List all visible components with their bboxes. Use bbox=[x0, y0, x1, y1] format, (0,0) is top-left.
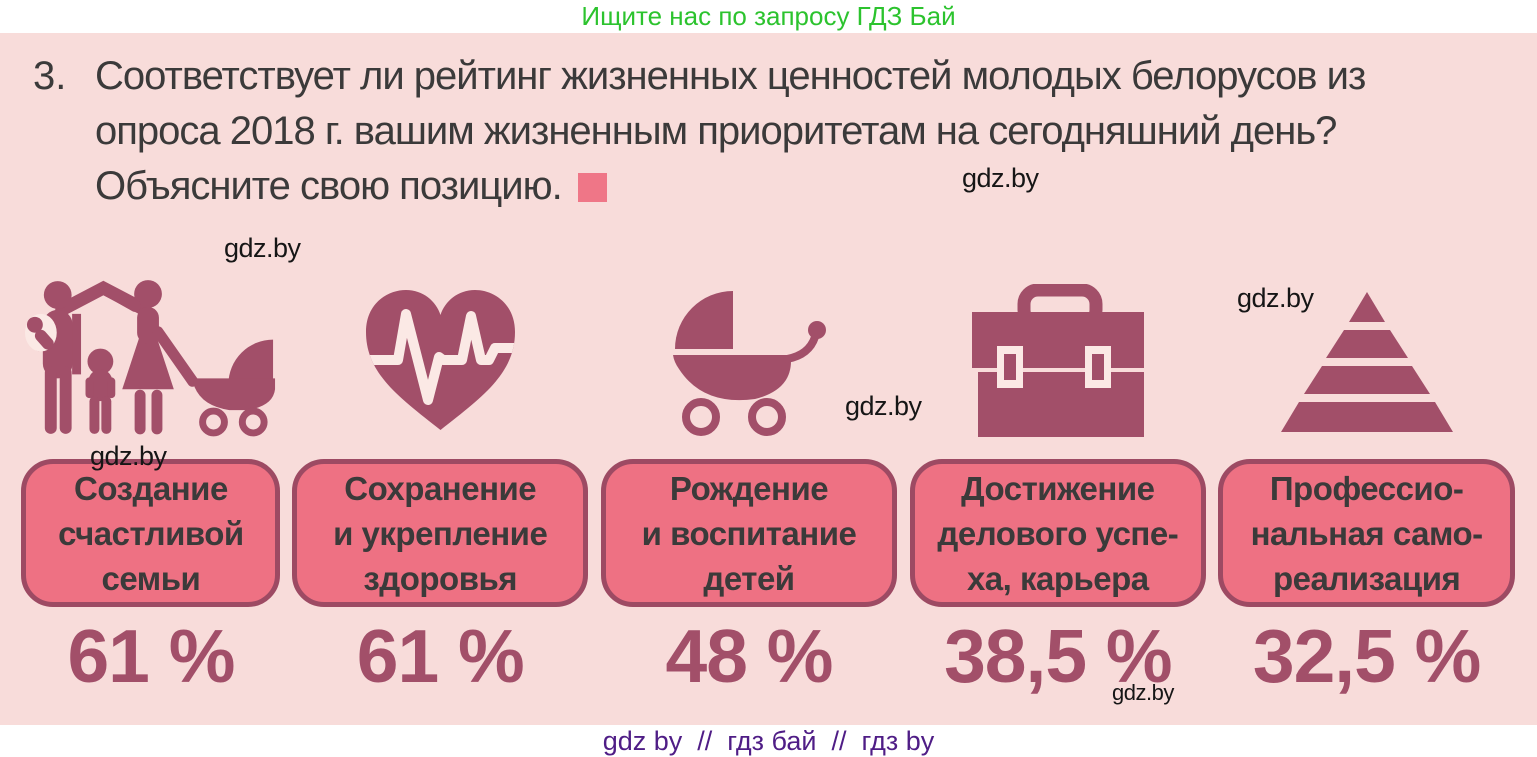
question-line-3-text: Объясните свою позицию. bbox=[95, 164, 563, 208]
value-label-box: Достижение делового успе- ха, карьера bbox=[909, 459, 1207, 607]
value-label-box: Сохранение и укрепление здоровья bbox=[292, 459, 589, 607]
watermark-text: gdz.by bbox=[224, 233, 301, 263]
promo-banner: Ищите нас по запросу ГДЗ Бай bbox=[0, 0, 1537, 33]
accent-square bbox=[577, 173, 607, 202]
value-label-line: и укрепление bbox=[333, 514, 548, 552]
briefcase-icon-svg bbox=[971, 284, 1144, 437]
value-label-box: Создание счастливой семьи bbox=[21, 459, 281, 607]
value-label-line: ха, карьера bbox=[966, 559, 1149, 597]
value-label-line: реализация bbox=[1272, 559, 1461, 597]
value-label-line: семьи bbox=[101, 559, 201, 597]
percent-value: 61 % bbox=[67, 614, 235, 698]
footer-bar: gdz by // гдз бай // гдз by bbox=[0, 725, 1537, 757]
value-label-line: здоровья bbox=[363, 559, 518, 597]
watermark-text: gdz.by bbox=[845, 391, 922, 421]
percent-value: 38,5 % bbox=[944, 614, 1172, 698]
value-column-health: Сохранение и укрепление здоровья 61 % bbox=[286, 267, 595, 697]
percent-value: 48 % bbox=[665, 614, 834, 698]
footer-text: gdz by // гдз бай // гдз by bbox=[602, 725, 935, 756]
values-infographic: Создание счастливой семьи 61 % bbox=[0, 267, 1537, 697]
value-label-line: Сохранение bbox=[344, 469, 537, 507]
value-label-line: нальная само- bbox=[1250, 514, 1483, 552]
heart-pulse-icon-svg bbox=[365, 290, 515, 430]
value-label-line: и воспитание bbox=[641, 514, 857, 552]
value-label-line: Профессио- bbox=[1269, 469, 1464, 507]
question-line-1: Соответствует ли рейтинг жизненных ценно… bbox=[95, 54, 1366, 98]
worksheet-area: 3. Соответствует ли рейтинг жизненных це… bbox=[0, 33, 1537, 725]
heart-pulse-icon bbox=[358, 267, 523, 437]
question-line-3: Объясните свою позицию. bbox=[95, 159, 1537, 214]
value-label-line: счастливой bbox=[58, 514, 244, 552]
baby-stroller-icon-svg bbox=[673, 291, 827, 436]
value-label-line: детей bbox=[703, 559, 795, 597]
question-block: 3. Соответствует ли рейтинг жизненных це… bbox=[0, 49, 1537, 214]
value-column-family: Создание счастливой семьи 61 % bbox=[16, 267, 286, 697]
pyramid-icon-svg bbox=[1280, 292, 1453, 432]
question-line-2: опроса 2018 г. вашим жизненным приоритет… bbox=[95, 109, 1337, 153]
promo-banner-text: Ищите нас по запросу ГДЗ Бай bbox=[581, 1, 956, 31]
value-label-line: Создание bbox=[73, 469, 228, 507]
pyramid-icon bbox=[1280, 267, 1453, 437]
value-column-selfrealization: Профессио- нальная само- реализация 32,5… bbox=[1212, 267, 1521, 697]
baby-stroller-icon bbox=[669, 267, 829, 437]
watermark-text: gdz.by bbox=[1237, 283, 1314, 313]
value-column-children: Рождение и воспитание детей 48 % bbox=[595, 267, 904, 697]
value-label-box: Рождение и воспитание детей bbox=[600, 459, 898, 607]
percent-value: 32,5 % bbox=[1252, 614, 1481, 698]
value-label-line: Достижение bbox=[961, 469, 1155, 507]
value-label-line: Рождение bbox=[669, 469, 829, 507]
watermark-text: gdz.by bbox=[962, 163, 1039, 193]
family-icon-svg bbox=[24, 280, 275, 437]
percent-value: 61 % bbox=[356, 614, 525, 698]
question-number: 3. bbox=[33, 54, 67, 98]
watermark-text: gdz.by bbox=[90, 441, 167, 471]
value-label-box: Профессио- нальная само- реализация bbox=[1218, 459, 1515, 607]
value-label-line: делового успе- bbox=[937, 514, 1179, 552]
briefcase-icon bbox=[971, 267, 1144, 437]
value-column-career: Достижение делового успе- ха, карьера 38… bbox=[903, 267, 1212, 697]
family-icon bbox=[22, 267, 280, 437]
watermark-text: gdz.by bbox=[1112, 680, 1174, 705]
